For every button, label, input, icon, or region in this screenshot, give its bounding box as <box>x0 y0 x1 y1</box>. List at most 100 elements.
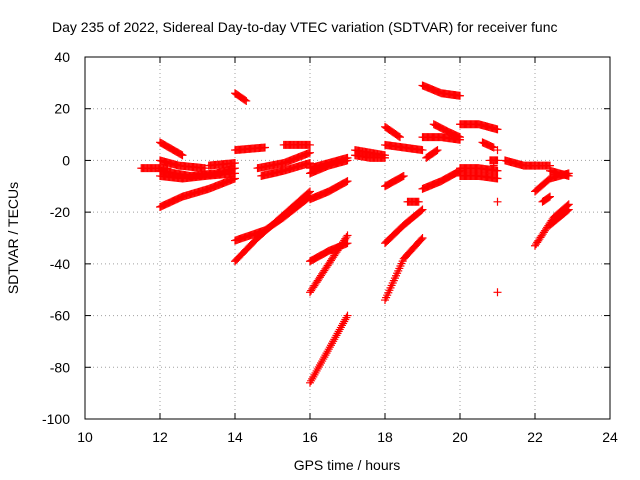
data-point <box>489 161 498 170</box>
data-point <box>396 133 404 142</box>
data-series-trace-13 <box>257 159 314 180</box>
data-series-trace-05 <box>156 169 239 183</box>
data-point <box>493 288 502 297</box>
x-axis-label: GPS time / hours <box>294 457 401 473</box>
data-series-trace-23 <box>381 122 404 142</box>
x-tick-label: 10 <box>77 429 93 445</box>
data-point <box>432 146 441 155</box>
data-point <box>493 174 502 183</box>
data-series-trace-45 <box>538 192 554 206</box>
data-series-trace-07 <box>204 159 239 170</box>
data-point <box>493 146 502 155</box>
data-series-trace-33 <box>429 120 464 142</box>
data-point <box>231 174 239 183</box>
data-series-trace-37 <box>478 138 498 152</box>
data-point <box>544 193 553 202</box>
data-point <box>342 233 351 242</box>
data-point <box>414 197 423 206</box>
data-point <box>399 171 408 180</box>
y-tick-label: 20 <box>54 101 70 117</box>
y-axis-label: SDTVAR / TECUs <box>5 182 21 294</box>
data-point <box>381 153 389 162</box>
x-tick-label: 12 <box>152 429 168 445</box>
data-point <box>343 156 352 165</box>
data-point <box>343 231 352 240</box>
data-series-trace-44 <box>546 166 573 180</box>
data-point <box>546 192 554 201</box>
data-point <box>456 91 464 100</box>
data-point <box>493 156 502 165</box>
y-tick-label: -20 <box>50 204 70 220</box>
data-series-trace-14 <box>279 140 314 149</box>
data-point <box>343 311 352 320</box>
data-series-trace-31 <box>422 146 442 162</box>
data-series-trace-27 <box>381 234 427 305</box>
data-series-trace-24 <box>381 140 427 155</box>
data-series-trace-38 <box>486 156 502 165</box>
data-point <box>398 172 407 181</box>
data-series-trace-43 <box>546 205 573 230</box>
data-series-trace-17 <box>306 177 352 204</box>
x-tick-label: 22 <box>527 429 543 445</box>
data-series-trace-40 <box>531 161 554 170</box>
data-point <box>306 187 314 196</box>
data-series-trace-06 <box>156 174 239 211</box>
plot-frame <box>84 56 611 420</box>
data-point <box>394 132 403 141</box>
x-tick-label: 24 <box>602 429 618 445</box>
data-series-isolated-points <box>489 146 502 297</box>
x-tick-label: 18 <box>377 429 393 445</box>
chart-title: Day 235 of 2022, Sidereal Day-to-day VTE… <box>52 19 558 35</box>
data-point <box>242 96 251 105</box>
axis-ticks <box>84 56 611 420</box>
x-tick-label: 16 <box>302 429 318 445</box>
data-point <box>564 205 573 214</box>
y-tick-label: -40 <box>50 256 70 272</box>
y-tick-label: 0 <box>62 152 70 168</box>
data-series-trace-16 <box>306 156 352 178</box>
data-series-trace-35 <box>456 164 502 175</box>
data-point <box>418 205 427 214</box>
data-series-trace-28 <box>403 197 423 206</box>
y-tick-label: 40 <box>54 49 70 65</box>
y-tick-label: -80 <box>50 359 70 375</box>
data-series-trace-11 <box>231 187 314 266</box>
x-tick-label: 20 <box>452 429 468 445</box>
data-point <box>304 188 313 197</box>
data-series-trace-29 <box>418 81 464 100</box>
data-series-trace-36 <box>456 171 502 183</box>
data-point <box>231 159 239 168</box>
data-series-trace-34 <box>456 120 502 134</box>
data-series-trace-03 <box>156 156 209 173</box>
data-point <box>342 313 351 322</box>
data-series-trace-22 <box>351 151 389 162</box>
y-tick-label: -60 <box>50 308 70 324</box>
data-point <box>343 177 352 186</box>
data-series-trace-09 <box>231 143 269 155</box>
data-series-trace-20 <box>306 311 352 387</box>
data-point <box>177 150 186 159</box>
data-point <box>342 177 351 186</box>
data-point <box>456 133 464 142</box>
data-point <box>241 96 250 105</box>
data-point <box>418 234 427 242</box>
data-series-trace-25 <box>381 171 408 191</box>
x-tick-label: 14 <box>227 429 243 445</box>
tick-labels: 10 12 14 16 18 20 22 24 -100 -80 -60 -40 -20 0 20 40 <box>42 49 618 445</box>
data-series-trace-12 <box>253 148 314 173</box>
data-point <box>418 146 427 155</box>
data-point <box>306 140 314 149</box>
data-point <box>563 206 572 215</box>
data-point <box>261 143 269 152</box>
data-point <box>178 151 187 160</box>
data-series-trace-02 <box>156 138 187 160</box>
data-series-trace-26 <box>381 205 427 248</box>
data-point <box>493 197 502 206</box>
y-tick-label: -100 <box>42 411 70 427</box>
data-point <box>417 235 426 244</box>
data-point <box>433 146 442 155</box>
data-point <box>564 171 573 180</box>
data-series-trace-19 <box>306 231 352 297</box>
